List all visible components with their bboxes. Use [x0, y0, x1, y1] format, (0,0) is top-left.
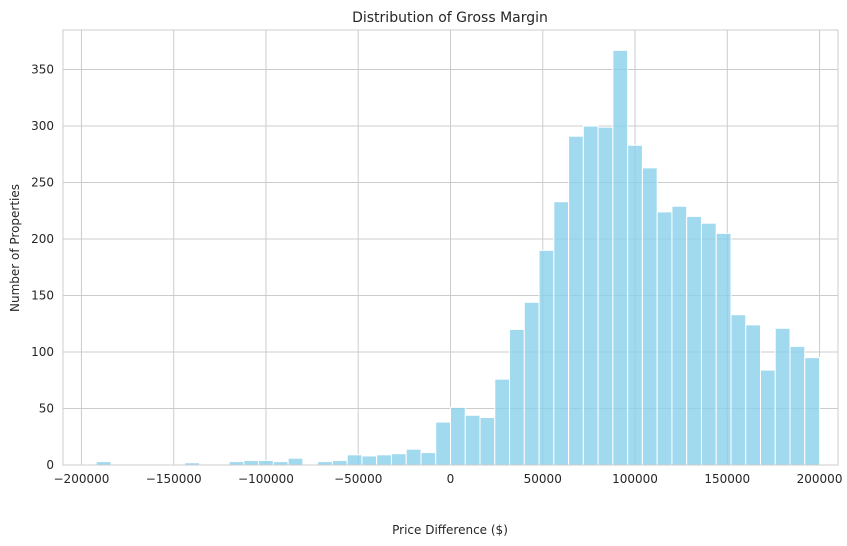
x-tick-label: 100000 [612, 472, 658, 486]
x-tick-label: 150000 [704, 472, 750, 486]
histogram-bar [272, 461, 289, 466]
y-tick-label: 200 [31, 232, 54, 246]
histogram-bar [804, 357, 821, 466]
histogram-bar [656, 211, 673, 466]
histogram-bar [553, 201, 570, 466]
histogram-bar [435, 421, 452, 466]
y-tick-label: 50 [39, 402, 54, 416]
y-tick-label: 350 [31, 63, 54, 77]
histogram-bar [405, 448, 422, 466]
histogram-bar [287, 457, 304, 466]
y-tick-label: 150 [31, 289, 54, 303]
histogram-bar [568, 135, 584, 466]
x-tick-label: −100000 [238, 472, 294, 486]
chart-title: Distribution of Gross Margin [352, 10, 548, 26]
y-tick-label: 300 [31, 119, 54, 133]
histogram-bar [686, 215, 702, 466]
x-axis-label: Price Difference ($) [392, 523, 508, 537]
histogram-bar [774, 327, 791, 466]
x-tick-label: −200000 [54, 472, 110, 486]
histogram-bar [509, 328, 525, 466]
x-tick-label: 0 [447, 472, 455, 486]
histogram-bar [331, 459, 348, 466]
y-tick-label: 100 [31, 345, 54, 359]
histogram-bar [390, 453, 407, 466]
histogram-bar [95, 461, 112, 466]
histogram-bar [745, 324, 762, 466]
histogram-bar [671, 205, 688, 466]
x-axis-ticks: −200000 −150000 −100000 −50000 0 50000 100000 1… [54, 472, 843, 486]
histogram-bar [494, 378, 511, 466]
plot-frame [62, 29, 839, 466]
histogram-bar [730, 314, 747, 466]
histogram-bar [464, 414, 481, 466]
histogram-bar [597, 126, 614, 466]
histogram-bar [346, 454, 363, 466]
x-tick-label: −150000 [146, 472, 202, 486]
histogram-bar [479, 417, 496, 466]
histogram-bar [700, 222, 717, 466]
x-tick-label: −50000 [334, 472, 382, 486]
histogram-bar [361, 455, 378, 466]
histogram-bar [612, 49, 629, 466]
histogram-bar [582, 125, 599, 466]
y-tick-label: 250 [31, 176, 54, 190]
histogram-bar [420, 452, 437, 466]
histogram-bar [523, 301, 540, 466]
histogram-bar [789, 345, 806, 466]
histogram-bar [258, 459, 274, 466]
histogram-bar [317, 461, 333, 466]
histogram-bar [538, 249, 555, 466]
histogram-bar [641, 167, 658, 466]
x-tick-label: 50000 [524, 472, 562, 486]
x-tick-label: 200000 [797, 472, 843, 486]
y-axis-label: Number of Properties [8, 184, 22, 312]
histogram-bar [450, 406, 466, 466]
histogram-bar [627, 144, 643, 466]
y-tick-label: 0 [46, 458, 54, 472]
histogram-bar [715, 232, 732, 466]
histogram-bar [760, 369, 776, 466]
y-axis-ticks: 0 50 100 150 200 250 300 350 [31, 63, 54, 472]
histogram-bar [376, 454, 392, 466]
histogram-bar [243, 459, 260, 466]
histogram-bar [228, 461, 245, 466]
